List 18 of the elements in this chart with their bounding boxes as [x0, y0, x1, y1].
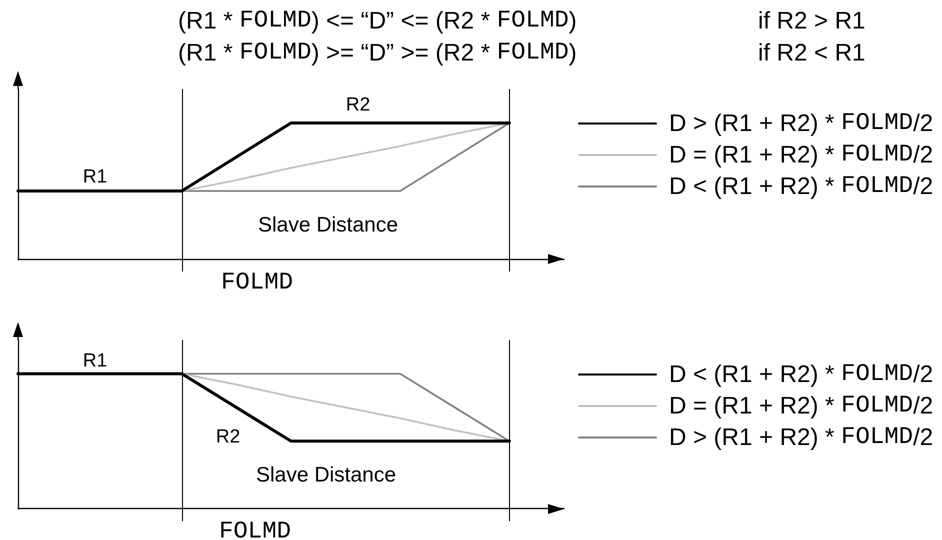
legend-label: D > (R1 + R2) * FOLMD/2 — [669, 424, 934, 451]
annotation: R1 — [82, 166, 108, 188]
legend-label: D = (R1 + R2) * FOLMD/2 — [669, 392, 934, 420]
text: R1 — [82, 350, 108, 372]
legend-label: D = (R1 + R2) * FOLMD/2 — [669, 142, 934, 168]
text: if R2 > R1 — [758, 8, 866, 34]
x-axis-title: FOLMD — [221, 270, 294, 296]
annotation: R2 — [216, 426, 240, 448]
x-axis-title: FOLMD — [219, 518, 292, 540]
legend-label: D > (R1 + R2) * FOLMD/2 — [669, 110, 934, 137]
annotation: Slave Distance — [256, 464, 396, 486]
text: if R2 < R1 — [758, 40, 866, 66]
text: R2 — [346, 94, 370, 116]
legend-label: D < (R1 + R2) * FOLMD/2 — [669, 361, 934, 388]
text: (R1 * FOLMD) >= “D” >= (R2 * FOLMD) — [178, 40, 577, 66]
legend-label: D < (R1 + R2) * FOLMD/2 — [669, 173, 934, 200]
text: (R1 * FOLMD) <= “D” <= (R2 * FOLMD) — [178, 8, 577, 34]
annotation: Slave Distance — [258, 214, 398, 236]
